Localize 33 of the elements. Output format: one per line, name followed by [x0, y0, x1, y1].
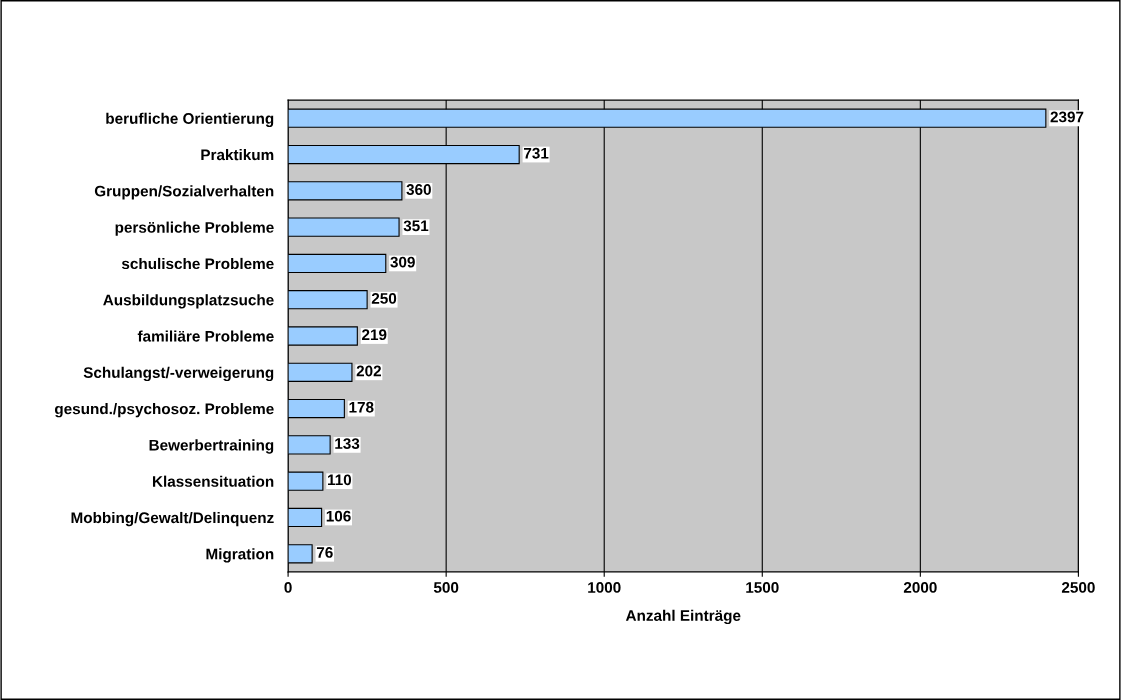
- data-label: 219: [362, 329, 387, 341]
- y-tick-label: Schulangst/-verweigerung: [83, 366, 274, 382]
- data-label: 2397: [1050, 111, 1084, 123]
- x-tick-label: 2000: [903, 582, 937, 593]
- data-label: 110: [328, 474, 352, 486]
- x-tick-label: 2500: [1061, 582, 1095, 593]
- data-label: 76: [316, 547, 333, 558]
- x-tick-label: 500: [433, 582, 459, 593]
- x-axis-title: Anzahl Einträge: [625, 609, 741, 625]
- data-label: 250: [371, 292, 397, 304]
- y-tick-label: Migration: [206, 548, 274, 563]
- y-tick-label: persönliche Probleme: [115, 221, 274, 236]
- y-tick-label: Mobbing/Gewalt/Delinquenz: [71, 511, 274, 527]
- data-label: 106: [326, 510, 351, 522]
- y-tick-label: Gruppen/Sozialverhalten: [94, 185, 274, 200]
- y-tick-label: Ausbildungsplatzsuche: [103, 294, 274, 309]
- y-tick-label: gesund./psychosoz. Probleme: [54, 403, 274, 418]
- x-tick-label: 1000: [588, 582, 621, 593]
- data-label: 360: [406, 184, 431, 195]
- data-label: 309: [390, 256, 415, 268]
- data-label: 178: [349, 401, 374, 413]
- y-tick-label: Bewerbertraining: [149, 439, 274, 454]
- data-label: 731: [524, 147, 549, 159]
- y-tick-label: berufliche Orientierung: [106, 112, 274, 128]
- data-label: 133: [335, 438, 360, 449]
- y-tick-label: familiäre Probleme: [137, 330, 274, 342]
- y-tick-label: Klassensituation: [152, 475, 274, 487]
- x-tick-label: 1500: [746, 582, 779, 593]
- data-label: 351: [403, 220, 429, 232]
- y-tick-label: Praktikum: [201, 149, 274, 161]
- data-label: 202: [356, 365, 381, 377]
- y-tick-label: schulische Probleme: [121, 257, 274, 270]
- x-tick-label: 0: [284, 582, 292, 593]
